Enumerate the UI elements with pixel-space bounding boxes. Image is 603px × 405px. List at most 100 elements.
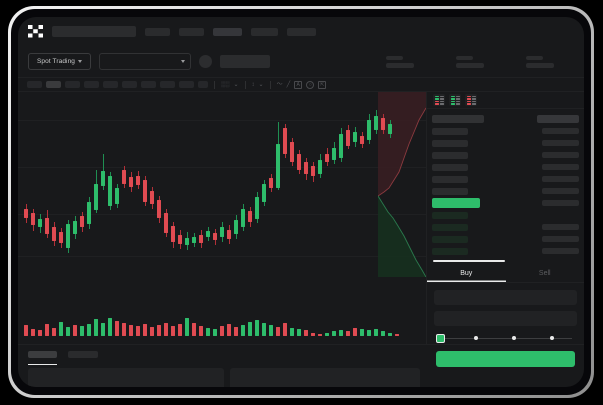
bottom-tab-open-orders[interactable] (28, 351, 57, 365)
volume-bar (122, 323, 126, 336)
timeframe-15m[interactable] (65, 81, 80, 88)
volume-bar (185, 318, 189, 336)
orderbook-row-ask[interactable] (432, 149, 579, 161)
slider-dot-4[interactable] (550, 336, 554, 340)
ticker-stat-3 (526, 55, 554, 68)
orderbook-size (542, 188, 579, 194)
orderbook-row-bid[interactable] (432, 209, 579, 221)
fullscreen-icon[interactable]: ⇱ (318, 80, 327, 89)
nav-item-2[interactable] (179, 27, 204, 36)
orderbook-row-bid[interactable] (432, 233, 579, 245)
volume-bar (101, 323, 105, 336)
device-frame: Spot Trading (8, 6, 594, 398)
slider-dot-3[interactable] (512, 336, 516, 340)
search-input[interactable] (52, 26, 136, 37)
order-amount-field[interactable] (434, 311, 577, 326)
timeframe-1m[interactable] (27, 81, 42, 88)
nav-item-5[interactable] (287, 27, 316, 36)
orderbook-price (432, 198, 480, 208)
depth-chart-overlay (377, 92, 427, 278)
bottom-tab-order-history[interactable] (68, 351, 98, 358)
timeframe-5m[interactable] (46, 81, 61, 88)
orderbook-rows[interactable] (427, 109, 584, 257)
bottom-panel-left[interactable] (28, 368, 224, 387)
orderbook-scrollbar[interactable] (433, 260, 505, 262)
body-split: Buy Sell (18, 92, 584, 367)
indicators-icon[interactable]: ░░ (221, 81, 230, 88)
toolbar-divider (269, 80, 271, 89)
amount-slider[interactable] (436, 334, 575, 344)
timeframe-4h[interactable] (103, 81, 118, 88)
orderbook-size (542, 140, 579, 146)
volume-bar (24, 325, 28, 336)
timeframe-more[interactable] (179, 81, 194, 88)
nav-item-3[interactable] (213, 27, 242, 36)
timeframe-1M[interactable] (160, 81, 175, 88)
volume-bar (290, 328, 294, 336)
volume-bar (94, 319, 98, 336)
line-tool-icon[interactable]: 〜 (276, 81, 283, 88)
pencil-tool-icon[interactable]: ╱ (286, 81, 291, 88)
orderbook-size (542, 248, 579, 254)
orderbook-row-ask[interactable] (432, 137, 579, 149)
trading-mode-select[interactable]: Spot Trading (28, 53, 91, 70)
volume-bar (332, 331, 336, 336)
place-order-button[interactable] (436, 351, 575, 367)
tab-buy[interactable]: Buy (427, 265, 506, 282)
chevron-down-icon (78, 60, 83, 63)
pair-select[interactable] (99, 53, 191, 70)
bottom-panel-right[interactable] (230, 368, 420, 387)
orderbook-row-ask[interactable] (432, 173, 579, 185)
volume-bar (143, 324, 147, 336)
chevron-down-icon (181, 60, 185, 63)
orderbook-size (542, 152, 579, 158)
nav-item-4[interactable] (251, 27, 278, 36)
orderbook-row-ask[interactable] (432, 125, 579, 137)
timeframe-1w[interactable] (141, 81, 156, 88)
volume-bar (129, 325, 133, 336)
volume-bar (381, 331, 385, 336)
volume-bar (115, 321, 119, 336)
slider-dot-2[interactable] (474, 336, 478, 340)
timeframe-1h[interactable] (84, 81, 99, 88)
orderbook-row-spread[interactable] (432, 197, 579, 209)
trading-mode-label: Spot Trading (36, 58, 76, 65)
slider-handle[interactable] (436, 334, 445, 343)
orderbook-row-ask[interactable] (432, 161, 579, 173)
candlestick-chart[interactable] (18, 92, 427, 278)
volume-bar (199, 326, 203, 336)
tab-sell[interactable]: Sell (538, 270, 551, 277)
orderbook-row-bid[interactable] (432, 221, 579, 233)
order-price-field[interactable] (434, 290, 577, 305)
volume-bar (248, 322, 252, 336)
chart-type-caret-icon[interactable]: ⌄ (233, 81, 239, 88)
orderbook-row-bid[interactable] (432, 245, 579, 257)
volume-bar (192, 323, 196, 336)
orderbook-price (432, 151, 468, 159)
okx-trading-app: Spot Trading (18, 17, 584, 387)
orderbook-row-ask[interactable] (432, 185, 579, 197)
ob-mode-both[interactable] (433, 94, 445, 106)
timeframe-edit[interactable] (198, 81, 208, 88)
compare-icon[interactable]: ↕ (251, 81, 255, 88)
volume-bar (45, 324, 49, 336)
gridline (18, 167, 426, 168)
orderbook-mode-switcher (427, 92, 584, 109)
timeframe-1d[interactable] (122, 81, 137, 88)
orderbook-size (542, 200, 579, 206)
nav-item-1[interactable] (145, 27, 170, 36)
okx-logo[interactable] (28, 25, 43, 38)
volume-bar (311, 333, 315, 336)
settings-caret-icon[interactable]: ⌄ (258, 81, 264, 88)
magnet-icon[interactable]: A (294, 80, 303, 89)
orderbook-row-header[interactable] (432, 113, 579, 125)
ob-mode-asks[interactable] (465, 94, 477, 106)
orderbook-price (432, 163, 468, 171)
orderbook-price (432, 223, 468, 231)
orderbook-price (432, 175, 468, 183)
ob-mode-bids[interactable] (449, 94, 461, 106)
volume-bar (73, 325, 77, 336)
toolbar-divider (214, 80, 215, 89)
volume-bar (241, 325, 245, 336)
clock-icon[interactable]: ○ (306, 80, 315, 89)
